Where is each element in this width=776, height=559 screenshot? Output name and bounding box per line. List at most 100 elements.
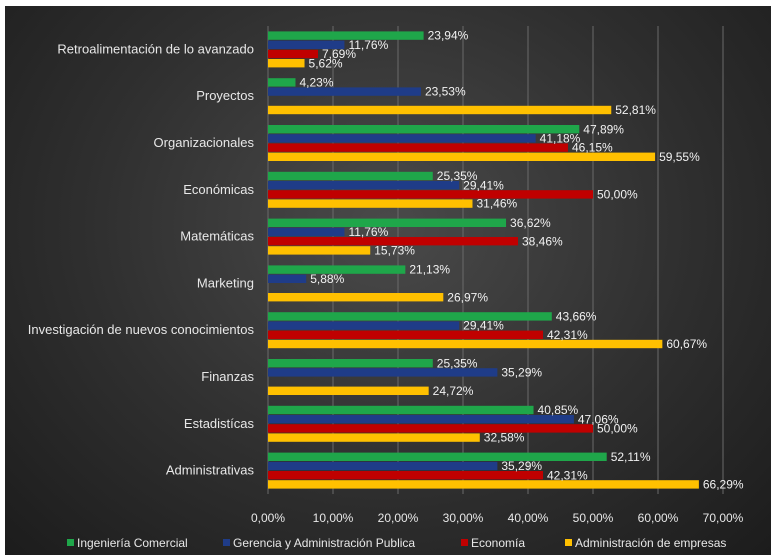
bar [268, 386, 429, 395]
legend-swatch [67, 539, 74, 546]
bar [268, 181, 460, 190]
data-label: 66,29% [703, 478, 744, 492]
bar [268, 405, 534, 415]
x-tick-labels: 0,00% 10,00% 20,00% 30,00% 40,00% 50,00% 60,00… [251, 511, 744, 525]
x-tick-label: 20,00% [378, 511, 419, 525]
category-label: Estadistícas [184, 416, 255, 431]
category-labels: Retroalimentación de lo avanzado Proyecto… [28, 41, 255, 477]
data-label: 25,35% [437, 169, 478, 183]
data-label: 46,15% [572, 141, 613, 155]
bar [268, 433, 480, 442]
bar [268, 78, 296, 87]
data-label: 52,11% [611, 450, 651, 464]
bar [268, 312, 552, 321]
bar [268, 293, 444, 302]
data-label: 43,66% [556, 310, 597, 324]
data-label: 47,89% [583, 122, 624, 136]
legend-swatch [461, 539, 468, 546]
data-label: 29,41% [463, 319, 504, 333]
bar [268, 461, 498, 471]
data-label: 4,23% [299, 76, 333, 90]
data-label: 38,46% [522, 234, 563, 248]
bar [268, 359, 433, 368]
bar [268, 199, 473, 208]
x-tick-label: 70,00% [703, 511, 744, 525]
bar [268, 190, 593, 199]
data-label: 50,00% [597, 422, 638, 436]
legend-swatch [223, 539, 230, 546]
data-label: 36,62% [510, 216, 551, 230]
legend: Ingeniería Comercial Gerencia y Administr… [67, 536, 726, 550]
bar [268, 31, 424, 40]
data-label: 59,55% [659, 150, 700, 164]
category-label: Investigación de nuevos conocimientos [28, 322, 255, 337]
data-label: 35,29% [501, 366, 542, 380]
category-label: Matemáticas [180, 229, 254, 244]
bar [268, 246, 371, 255]
x-tick-label: 60,00% [638, 511, 679, 525]
chart-area: Retroalimentación de lo avanzado Proyecto… [5, 6, 771, 555]
bar [268, 171, 433, 181]
bar [268, 143, 568, 152]
bar [268, 265, 406, 274]
bar [268, 452, 607, 461]
data-labels: 23,94%11,76%7,69%5,62%4,23%23,53%52,81%4… [299, 29, 743, 492]
legend-label: Gerencia y Administración Publica [233, 536, 415, 550]
legend-swatch [565, 539, 572, 546]
data-label: 35,29% [501, 459, 542, 473]
bar [268, 368, 498, 377]
bar [268, 134, 536, 143]
bar [268, 424, 593, 433]
bar [268, 152, 656, 161]
bar [268, 227, 345, 237]
bar [268, 218, 507, 227]
data-label: 41,18% [540, 132, 581, 146]
bar-chart: Retroalimentación de lo avanzado Proyecto… [28, 26, 744, 550]
category-label: Organizacionales [154, 135, 255, 150]
bar [268, 87, 421, 96]
data-label: 29,41% [463, 178, 504, 192]
data-label: 25,35% [437, 356, 478, 370]
bar [268, 49, 318, 59]
bar [268, 321, 460, 330]
legend-label: Economía [471, 536, 525, 550]
bar [268, 59, 305, 68]
data-label: 40,85% [538, 403, 579, 417]
bar [268, 274, 307, 283]
bar [268, 237, 518, 246]
category-label: Económicas [183, 182, 254, 197]
bar [268, 125, 580, 134]
data-label: 23,53% [425, 85, 466, 99]
bar [268, 40, 345, 49]
bar [268, 415, 574, 424]
category-label: Finanzas [201, 369, 254, 384]
bar [268, 339, 663, 349]
bar [268, 105, 612, 115]
legend-label: Administración de empresas [575, 536, 726, 550]
data-label: 11,76% [348, 38, 388, 52]
data-label: 24,72% [433, 384, 474, 398]
data-label: 60,67% [666, 337, 707, 351]
data-label: 5,88% [310, 272, 344, 286]
data-label: 32,58% [484, 431, 525, 445]
data-label: 42,31% [547, 328, 588, 342]
bar [268, 330, 544, 339]
data-label: 50,00% [597, 188, 638, 202]
category-label: Retroalimentación de lo avanzado [57, 41, 254, 56]
data-label: 23,94% [428, 29, 469, 43]
data-label: 47,06% [578, 412, 619, 426]
data-label: 15,73% [374, 244, 415, 258]
data-label: 31,46% [476, 197, 517, 211]
x-tick-label: 50,00% [573, 511, 614, 525]
category-label: Marketing [197, 275, 254, 290]
x-tick-label: 0,00% [251, 511, 285, 525]
bars [268, 31, 699, 489]
data-label: 7,69% [322, 47, 356, 61]
legend-label: Ingeniería Comercial [77, 536, 188, 550]
data-label: 21,13% [409, 263, 450, 277]
category-label: Administrativas [166, 463, 255, 478]
x-tick-label: 10,00% [313, 511, 354, 525]
data-label: 11,76% [348, 225, 388, 239]
data-label: 52,81% [615, 103, 656, 117]
x-tick-label: 30,00% [443, 511, 484, 525]
